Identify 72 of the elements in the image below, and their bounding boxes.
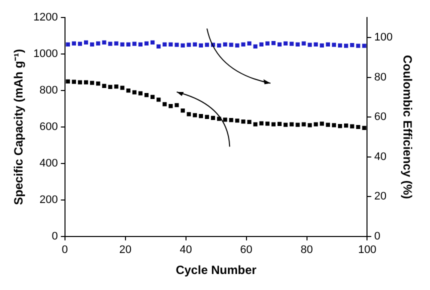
- point: [338, 124, 342, 128]
- point: [296, 122, 300, 127]
- x-tick-label: 20: [119, 244, 132, 256]
- y-tick-label: 400: [40, 158, 58, 170]
- point: [120, 86, 124, 90]
- x-tick-label: 40: [180, 244, 192, 256]
- point: [265, 122, 270, 126]
- point: [96, 82, 100, 86]
- point: [217, 116, 222, 121]
- y-tick-label: 600: [40, 121, 58, 134]
- point: [253, 122, 258, 126]
- point: [150, 94, 155, 99]
- point: [290, 122, 294, 126]
- y2-axis-title: Coulombic Efficiency (%): [400, 54, 414, 200]
- point: [90, 80, 94, 85]
- point: [66, 79, 70, 84]
- point: [362, 126, 366, 130]
- point: [235, 118, 240, 123]
- y-tick-label: 0: [52, 230, 58, 242]
- point: [344, 123, 348, 128]
- point: [126, 88, 130, 93]
- point: [326, 122, 330, 127]
- point: [168, 104, 173, 108]
- y2-tick-label: 0: [374, 230, 380, 242]
- y2-tick-label: 60: [374, 111, 386, 124]
- point: [180, 108, 185, 113]
- y2-tick-label: 80: [374, 71, 386, 84]
- x-tick-label: 100: [358, 244, 376, 256]
- y2-tick-label: 40: [374, 150, 386, 163]
- point: [332, 123, 336, 128]
- x-tick-label: 80: [300, 244, 313, 256]
- point: [278, 122, 282, 126]
- point: [132, 90, 136, 94]
- point: [72, 80, 76, 84]
- point: [302, 122, 306, 126]
- point: [174, 103, 179, 108]
- point: [223, 118, 228, 122]
- point: [102, 84, 106, 88]
- point: [241, 119, 246, 124]
- point: [284, 122, 288, 127]
- y-axis-title: Specific Capacity (mAh g⁻¹): [12, 48, 26, 206]
- point: [356, 124, 360, 130]
- y-tick-label: 1200: [33, 12, 58, 24]
- y-tick-label: 200: [40, 194, 58, 206]
- x-tick-label: 60: [240, 244, 252, 256]
- point: [108, 84, 112, 89]
- point: [229, 118, 234, 122]
- point: [320, 122, 324, 126]
- y-tick-label: 800: [40, 84, 58, 97]
- point: [210, 116, 216, 120]
- point: [204, 114, 210, 120]
- point: [308, 123, 312, 128]
- point: [350, 124, 354, 128]
- x-axis-title: Cycle Number: [176, 263, 257, 278]
- point: [192, 113, 197, 118]
- point: [271, 122, 276, 126]
- point: [144, 93, 149, 98]
- x-tick-label: 0: [62, 244, 68, 256]
- point: [247, 120, 252, 124]
- point: [198, 114, 203, 118]
- y2-tick-label: 20: [374, 190, 386, 203]
- point: [259, 121, 264, 126]
- point: [138, 91, 143, 96]
- point: [78, 80, 82, 84]
- point: [156, 98, 161, 102]
- y2-tick-label: 100: [374, 32, 393, 44]
- y-tick-label: 1000: [33, 48, 58, 60]
- point: [314, 122, 318, 126]
- point: [186, 112, 191, 116]
- point: [84, 80, 88, 84]
- point: [162, 102, 167, 106]
- point: [114, 84, 118, 89]
